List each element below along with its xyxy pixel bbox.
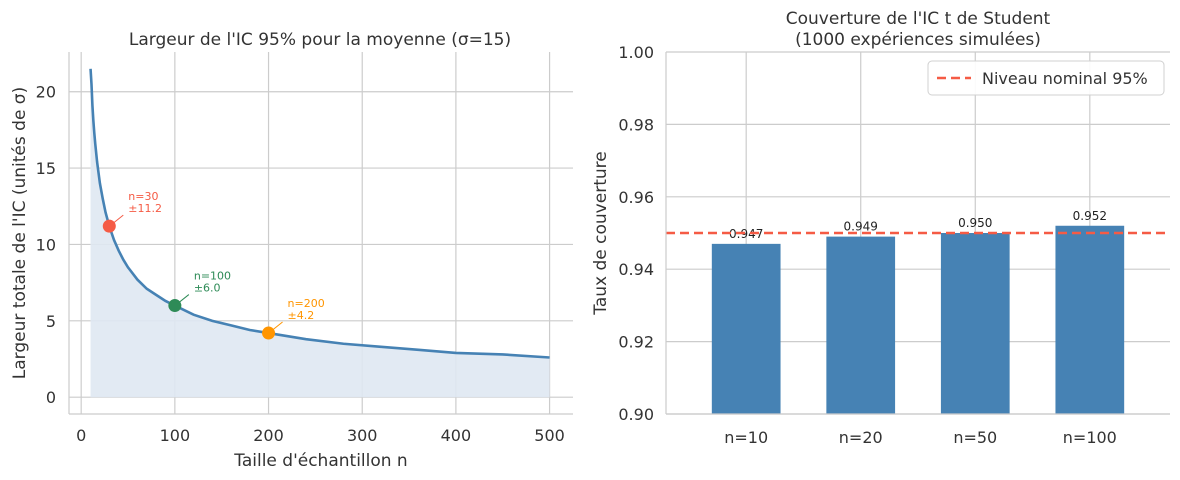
coverage-bar-n20 [826,236,896,414]
coverage-bar-n10 [711,243,781,414]
left-x-tick-label: 100 [160,426,191,445]
right-chart-title-line1: Couverture de l'IC t de Student [786,9,1051,29]
left-x-tick-label: 500 [534,426,565,445]
bar-value-label: 0.949 [844,220,878,234]
left-chart-title: Largeur de l'IC 95% pour la moyenne (σ=1… [129,30,511,50]
bar-value-label: 0.947 [729,227,763,241]
right-x-tick-label: n=100 [1063,428,1117,447]
annotation-width-label: ±11.2 [128,202,162,215]
left-chart: Largeur de l'IC 95% pour la moyenne (σ=1… [10,30,573,471]
highlight-point-n100 [168,299,182,313]
highlight-point-n200 [262,326,276,340]
annotation-n-label: n=30 [128,190,158,203]
left-x-tick-label: 300 [347,426,378,445]
right-x-tick-label: n=50 [953,428,997,447]
right-x-tick-label: n=10 [724,428,768,447]
right-y-tick-label: 0.92 [618,333,654,352]
annotation-arrow [112,214,124,224]
left-y-tick-label: 10 [36,235,56,254]
coverage-bar-n50 [940,233,1010,414]
coverage-bar-n100 [1055,225,1125,414]
right-y-tick-label: 1.00 [618,43,654,62]
annotation-arrow [272,321,283,331]
annotation-width-label: ±4.2 [288,309,315,322]
left-y-tick-label: 20 [36,83,56,102]
right-x-tick-label: n=20 [839,428,883,447]
left-y-tick-label: 0 [46,388,56,407]
legend-label: Niveau nominal 95% [982,69,1148,88]
left-y-tick-label: 5 [46,312,56,331]
right-y-tick-label: 0.90 [618,405,654,424]
bar-value-label: 0.950 [958,216,992,230]
left-x-tick-label: 0 [76,426,86,445]
legend: Niveau nominal 95% [927,60,1165,96]
right-y-tick-label: 0.96 [618,188,654,207]
right-y-tick-label: 0.98 [618,115,654,134]
annotation-n-label: n=100 [194,270,231,283]
highlight-point-n30 [102,219,116,233]
bar-value-label: 0.952 [1073,209,1107,223]
right-chart-title-line2: (1000 expériences simulées) [795,30,1041,50]
curve-fill-area [90,68,550,398]
width-curve-line [89,68,550,359]
left-x-tick-label: 400 [441,426,472,445]
right-y-tick-label: 0.94 [618,260,654,279]
left-x-tick-label: 200 [253,426,284,445]
legend-box [927,60,1165,96]
annotation-arrow [178,294,190,303]
left-y-axis-label: Largeur totale de l'IC (unités de σ) [10,87,30,379]
left-x-axis-label: Taille d'échantillon n [233,451,407,471]
right-chart: Couverture de l'IC t de Student (1000 ex… [591,9,1170,447]
annotation-width-label: ±6.0 [194,282,221,295]
annotation-n-label: n=200 [288,297,325,310]
left-y-tick-label: 15 [36,159,56,178]
right-y-axis-label: Taux de couverture [591,151,611,315]
